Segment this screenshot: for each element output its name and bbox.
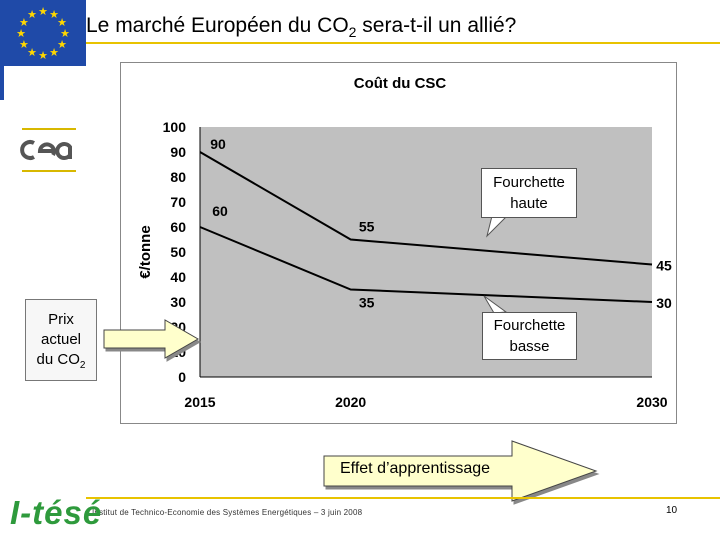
callout-basse-line1: Fourchette xyxy=(493,317,566,334)
eu-star-icon: ★ xyxy=(27,46,37,59)
data-label: 60 xyxy=(212,203,228,219)
series-line-2 xyxy=(199,226,653,303)
title-underline xyxy=(86,42,720,44)
data-label: 45 xyxy=(656,258,672,274)
eu-star-icon: ★ xyxy=(16,27,26,40)
slide-title: Le marché Européen du CO2 sera-t-il un a… xyxy=(86,14,516,40)
effet-apprentissage-arrow xyxy=(323,440,598,502)
x-tick-label: 2015 xyxy=(184,394,215,410)
eu-stars-icon: ★ ★★★★★★★★★★★ xyxy=(16,5,70,62)
prix-line3-wrap: du CO2 xyxy=(26,350,96,376)
effet-apprentissage-label: Effet d’apprentissage xyxy=(340,460,491,477)
chart-title: Coût du CSC xyxy=(354,75,447,92)
eu-star-icon: ★ xyxy=(57,16,67,29)
y-tick-label: 80 xyxy=(170,169,186,185)
eu-star-icon: ★ xyxy=(38,5,48,18)
callout-fourchette-basse: Fourchette basse xyxy=(482,312,577,360)
eu-star-icon: ★ xyxy=(19,16,29,29)
plot-area xyxy=(200,127,652,377)
eu-star-icon: ★ xyxy=(49,46,59,59)
callout-haute-line1: Fourchette xyxy=(493,174,565,191)
callout-haute-line2: haute xyxy=(510,195,548,212)
x-tick-label: 2020 xyxy=(335,394,366,410)
prix-actuel-box: Prix actuel du CO2 xyxy=(25,299,97,381)
y-tick-label: 60 xyxy=(170,219,186,235)
prix-line2: actuel xyxy=(40,331,82,348)
eu-star-icon: ★ xyxy=(38,49,48,62)
prix-arrow xyxy=(103,319,200,359)
y-tick-label: 70 xyxy=(170,194,186,210)
y-tick-label: 90 xyxy=(170,144,186,160)
title-end: sera-t-il un allié? xyxy=(356,14,517,37)
y-axis-label: €/tonne xyxy=(137,225,154,278)
series-line-1 xyxy=(199,151,653,266)
title-subscript: 2 xyxy=(348,24,357,41)
x-tick-label: 2030 xyxy=(636,394,667,410)
data-label: 35 xyxy=(359,295,375,311)
data-label: 90 xyxy=(210,136,226,152)
itese-logo: I-tésé xyxy=(10,494,103,531)
data-label: 55 xyxy=(359,219,375,235)
accent-bar xyxy=(0,66,4,100)
eu-star-icon: ★ xyxy=(57,38,67,51)
prix-line1: Prix xyxy=(48,311,74,328)
footer-line xyxy=(86,497,720,499)
data-label: 30 xyxy=(656,295,672,311)
y-tick-label: 0 xyxy=(178,369,186,385)
y-tick-label: 100 xyxy=(163,119,187,135)
y-tick-label: 30 xyxy=(170,294,186,310)
y-tick-label: 40 xyxy=(170,269,186,285)
y-tick-label: 50 xyxy=(170,244,186,260)
eu-star-icon: ★ xyxy=(49,8,59,21)
cea-logo-icon xyxy=(20,128,76,172)
eu-star-icon: ★ xyxy=(19,38,29,51)
callout-basse-line2: basse xyxy=(509,338,550,355)
callout-fourchette-haute: Fourchette haute xyxy=(481,168,577,218)
eu-star-icon: ★ xyxy=(27,8,37,21)
title-main: Le marché Européen du CO xyxy=(86,14,349,37)
footer-text: Institut de Technico-Economie des Systèm… xyxy=(92,508,363,517)
page-number: 10 xyxy=(666,505,678,516)
eu-star-icon: ★ xyxy=(60,27,70,40)
prix-subscript: 2 xyxy=(79,360,86,371)
prix-line3: du CO xyxy=(36,351,80,368)
eu-flag-logo: ★ ★ ★ ★ ★ ★ ★ ★ ★ ★ ★ ★ xyxy=(0,0,86,66)
